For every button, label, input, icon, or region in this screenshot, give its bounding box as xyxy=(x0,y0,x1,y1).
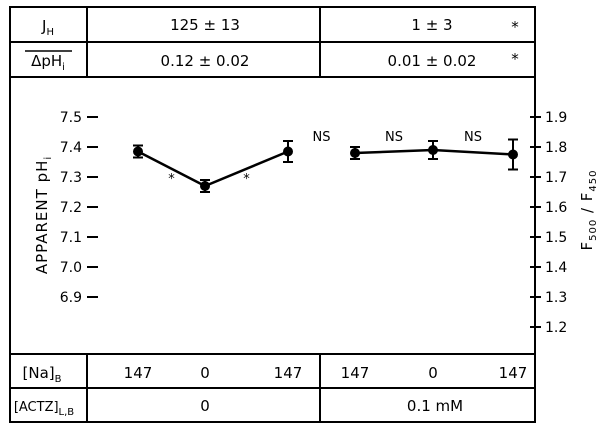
series-line xyxy=(137,150,289,188)
y-axis-ticks: 7.5 7.4 7.3 7.2 7.1 7.0 6.9 xyxy=(60,110,98,306)
y2-tick-label: 1.6 xyxy=(545,200,567,216)
top-table xyxy=(9,6,536,78)
series-layer xyxy=(133,138,518,193)
y2-tick-label: 1.2 xyxy=(545,320,567,336)
bottom-table xyxy=(9,353,536,423)
dphi-value-actz: 0.01 ± 0.02 xyxy=(388,52,477,70)
significance-annotation: NS xyxy=(385,130,403,145)
na-value: 0 xyxy=(428,364,438,382)
y-axis-title: APPARENT pHi xyxy=(33,156,54,274)
na-value: 147 xyxy=(341,364,370,382)
na-values-row: 147 0 147 147 0 147 xyxy=(124,364,528,382)
data-point xyxy=(350,148,360,158)
significance-annotation: NS xyxy=(464,130,482,145)
na-value: 147 xyxy=(274,364,303,382)
significance-annotation: * xyxy=(168,172,175,187)
jh-value-actz: 1 ± 3 xyxy=(411,16,452,34)
y2-tick-label: 1.9 xyxy=(545,110,567,126)
dphi-value-control: 0.12 ± 0.02 xyxy=(161,52,250,70)
jh-label: JH xyxy=(41,17,54,38)
data-point xyxy=(200,181,210,191)
y2-tick-label: 1.5 xyxy=(545,230,567,246)
annotation-layer: * * NS NS NS xyxy=(168,130,482,187)
data-point xyxy=(428,145,438,155)
significance-annotation: NS xyxy=(313,130,331,145)
jh-significance-star: * xyxy=(511,18,519,36)
jh-value-control: 125 ± 13 xyxy=(170,16,240,34)
y-tick-label: 7.4 xyxy=(60,140,82,156)
na-value: 147 xyxy=(124,364,153,382)
y2-tick-label: 1.4 xyxy=(545,260,567,276)
y-tick-label: 7.0 xyxy=(60,260,82,276)
y-tick-label: 7.3 xyxy=(60,170,82,186)
actz-value-treated: 0.1 mM xyxy=(407,397,463,415)
data-point xyxy=(283,146,293,157)
y-tick-label: 7.1 xyxy=(60,230,82,246)
y2-axis-ticks: 1.9 1.8 1.7 1.6 1.5 1.4 1.3 1.2 xyxy=(530,110,567,336)
plot-frame xyxy=(9,77,536,354)
y-tick-label: 7.5 xyxy=(60,110,82,126)
y2-axis-title: F500 / F450 xyxy=(578,169,599,250)
na-label: [Na]B xyxy=(23,364,62,385)
actz-value-control: 0 xyxy=(200,397,210,415)
y2-tick-label: 1.3 xyxy=(545,290,567,306)
actz-label: [ACTZ]L,B xyxy=(14,400,74,418)
dphi-label: ΔpHi xyxy=(31,52,65,73)
na-value: 147 xyxy=(499,364,528,382)
y2-tick-label: 1.7 xyxy=(545,170,567,186)
y2-tick-label: 1.8 xyxy=(545,140,567,156)
y-tick-label: 7.2 xyxy=(60,200,82,216)
significance-annotation: * xyxy=(243,172,250,187)
data-point xyxy=(508,149,518,160)
dphi-significance-star: * xyxy=(511,50,519,68)
y-tick-label: 6.9 xyxy=(60,290,82,306)
data-point xyxy=(133,146,143,157)
na-value: 0 xyxy=(200,364,210,382)
